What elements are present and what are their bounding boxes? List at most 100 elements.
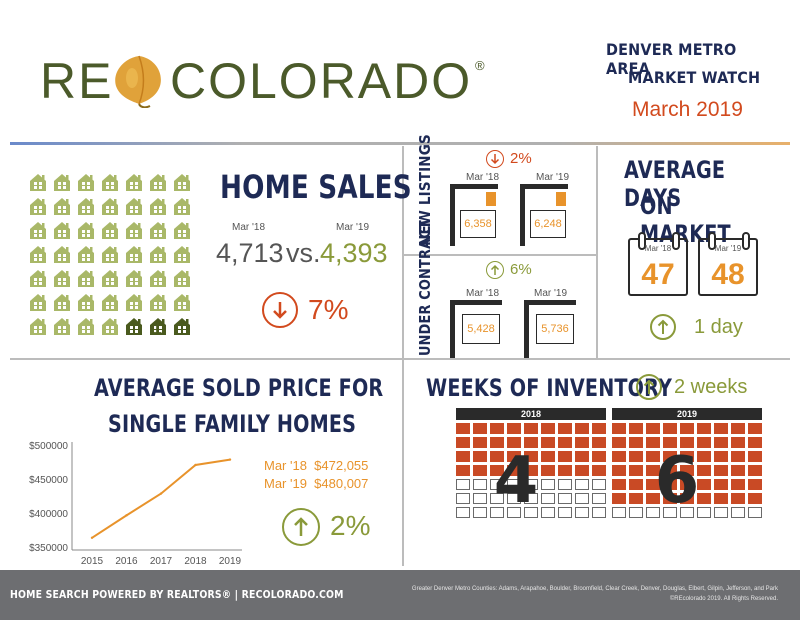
inventory-week-cell bbox=[575, 507, 589, 518]
inventory-week-cell bbox=[524, 465, 538, 476]
sign-post-icon bbox=[450, 300, 455, 358]
inventory-week-cell bbox=[524, 423, 538, 434]
y-tick-label: $500000 bbox=[29, 441, 68, 452]
dom-label-b: Mar '19 bbox=[714, 244, 742, 253]
house-icon bbox=[148, 196, 168, 216]
inventory-week-cell bbox=[714, 423, 728, 434]
dom-value-b: 48 bbox=[711, 258, 745, 291]
inventory-week-cell bbox=[731, 423, 745, 434]
house-grid bbox=[28, 172, 190, 336]
inventory-week-cell bbox=[490, 479, 504, 490]
house-icon bbox=[76, 172, 96, 192]
x-tick-label: 2015 bbox=[81, 556, 104, 567]
x-tick-label: 2017 bbox=[150, 556, 173, 567]
inventory-week-cell bbox=[646, 465, 660, 476]
inventory-week-cell bbox=[541, 493, 555, 504]
sold-price-change: 2% bbox=[330, 510, 371, 541]
sold-price-chart: $500000 $450000 $400000 $350000 2015 2016 2017… bbox=[29, 441, 242, 567]
inventory-week-cell bbox=[456, 423, 470, 434]
footer-right-text-1: Greater Denver Metro Counties: Adams, Ar… bbox=[411, 586, 778, 592]
inventory-change: 2 weeks bbox=[674, 376, 748, 398]
inventory-week-cell bbox=[558, 451, 572, 462]
inventory-week-cell bbox=[490, 437, 504, 448]
inventory-week-cell bbox=[612, 423, 626, 434]
inventory-week-cell bbox=[541, 507, 555, 518]
inventory-title: WEEKS OF INVENTORY bbox=[426, 374, 673, 402]
inventory-week-cell bbox=[714, 507, 728, 518]
under-contract-sign-a: Mar '18 5,428 bbox=[446, 288, 506, 358]
inventory-week-cell bbox=[731, 507, 745, 518]
inventory-week-cell bbox=[680, 479, 694, 490]
header-divider bbox=[10, 142, 790, 145]
sign-post-icon bbox=[520, 184, 525, 246]
inventory-week-cell bbox=[490, 451, 504, 462]
inventory-week-cell bbox=[575, 465, 589, 476]
house-icon bbox=[148, 172, 168, 192]
house-icon bbox=[100, 316, 120, 336]
new-listings-down-arrow-icon bbox=[486, 150, 504, 168]
new-listings-label-b: Mar '19 bbox=[536, 172, 570, 183]
house-icon bbox=[76, 196, 96, 216]
under-contract-value-a: 5,428 bbox=[467, 323, 495, 335]
price-point bbox=[90, 536, 94, 539]
x-tick-label: 2016 bbox=[115, 556, 138, 567]
house-icon bbox=[100, 244, 120, 264]
inventory-week-cell bbox=[541, 423, 555, 434]
inventory-week-cell bbox=[575, 423, 589, 434]
sign-arm bbox=[450, 184, 498, 189]
inventory-label-a: 2018 bbox=[456, 408, 606, 420]
inventory-week-cell bbox=[680, 465, 694, 476]
inventory-week-cell bbox=[524, 437, 538, 448]
inventory-week-cell bbox=[663, 423, 677, 434]
price-point bbox=[228, 458, 232, 461]
house-icon bbox=[76, 292, 96, 312]
sign-board: 5,428 bbox=[462, 314, 500, 344]
inventory-week-cell bbox=[490, 465, 504, 476]
house-icon bbox=[52, 292, 72, 312]
inventory-week-cell bbox=[612, 493, 626, 504]
home-sales-label-a: Mar '18 bbox=[232, 222, 266, 233]
sign-board: 6,248 bbox=[530, 210, 566, 238]
under-contract-value-b: 5,736 bbox=[541, 323, 569, 335]
inventory-week-cell bbox=[680, 507, 694, 518]
inventory-week-cell bbox=[612, 437, 626, 448]
house-icon bbox=[28, 220, 48, 240]
sold-rider-icon bbox=[556, 192, 566, 206]
sign-arm bbox=[450, 300, 502, 305]
sign-post-icon bbox=[524, 300, 529, 358]
footer-right-text-2: ©REcolorado 2019. All Rights Reserved. bbox=[669, 596, 778, 602]
house-icon bbox=[148, 220, 168, 240]
house-icon bbox=[124, 268, 144, 288]
sign-arm bbox=[524, 300, 576, 305]
inventory-week-cell bbox=[748, 507, 762, 518]
house-icon bbox=[76, 268, 96, 288]
house-icon bbox=[76, 220, 96, 240]
inventory-week-cell bbox=[663, 493, 677, 504]
inventory-week-cell bbox=[714, 437, 728, 448]
inventory-week-cell bbox=[456, 437, 470, 448]
inventory-week-cell bbox=[541, 479, 555, 490]
inventory-week-cell bbox=[592, 479, 606, 490]
inventory-week-cell bbox=[592, 465, 606, 476]
house-unit-label: 1 bbox=[152, 318, 163, 338]
inventory-week-cell bbox=[697, 493, 711, 504]
house-icon bbox=[124, 196, 144, 216]
calendar-ring-icon bbox=[708, 232, 716, 250]
house-icon bbox=[172, 292, 192, 312]
inventory-week-cell bbox=[629, 465, 643, 476]
dom-label-a: Mar '18 bbox=[644, 244, 672, 253]
inventory-week-cell bbox=[524, 507, 538, 518]
inventory-calendar-b: 2019 6 bbox=[612, 408, 762, 518]
inventory-grid-b bbox=[612, 423, 762, 518]
inventory-week-cell bbox=[507, 437, 521, 448]
inventory-week-cell bbox=[490, 493, 504, 504]
inventory-week-cell bbox=[748, 451, 762, 462]
inventory-week-cell bbox=[558, 493, 572, 504]
inventory-week-cell bbox=[731, 451, 745, 462]
inventory-week-cell bbox=[456, 451, 470, 462]
inventory-week-cell bbox=[524, 493, 538, 504]
home-sales-value-b: 4,393 bbox=[320, 238, 388, 268]
inventory-week-cell bbox=[663, 465, 677, 476]
inventory-week-cell bbox=[646, 423, 660, 434]
sold-price-title-1: AVERAGE SOLD PRICE FOR bbox=[94, 374, 384, 402]
